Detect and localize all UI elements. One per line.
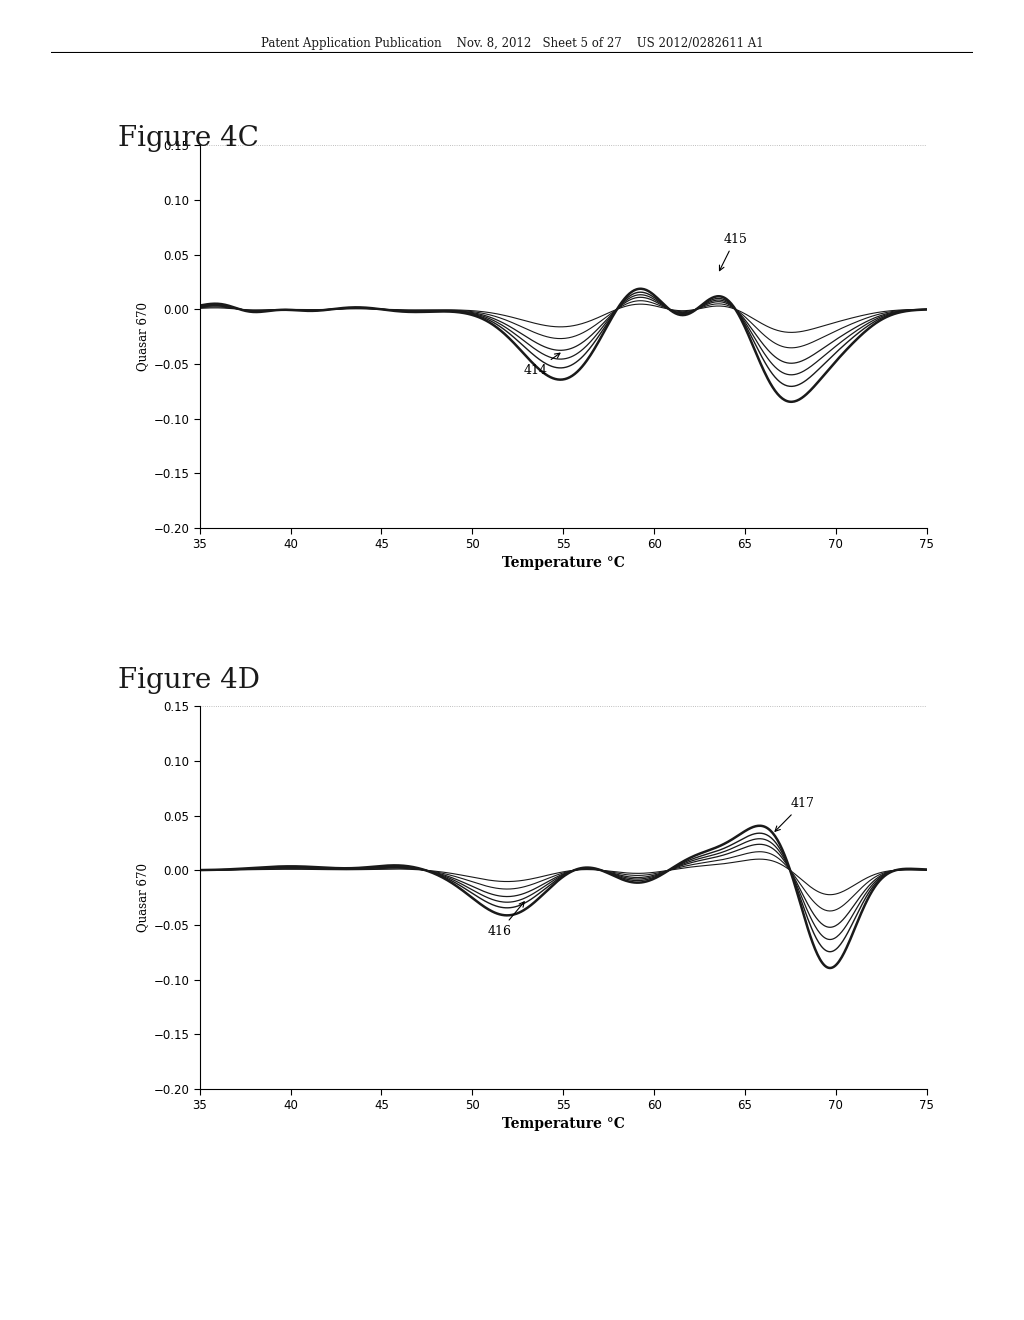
Y-axis label: Quasar 670: Quasar 670 xyxy=(136,302,150,371)
Text: 416: 416 xyxy=(487,902,524,939)
X-axis label: Temperature °C: Temperature °C xyxy=(502,1117,625,1131)
Text: 417: 417 xyxy=(775,797,814,832)
Text: Figure 4C: Figure 4C xyxy=(118,125,259,152)
X-axis label: Temperature °C: Temperature °C xyxy=(502,556,625,570)
Text: 414: 414 xyxy=(524,354,560,378)
Text: Figure 4D: Figure 4D xyxy=(118,667,260,693)
Text: 415: 415 xyxy=(720,232,748,271)
Y-axis label: Quasar 670: Quasar 670 xyxy=(136,863,150,932)
Text: Patent Application Publication    Nov. 8, 2012   Sheet 5 of 27    US 2012/028261: Patent Application Publication Nov. 8, 2… xyxy=(261,37,763,50)
